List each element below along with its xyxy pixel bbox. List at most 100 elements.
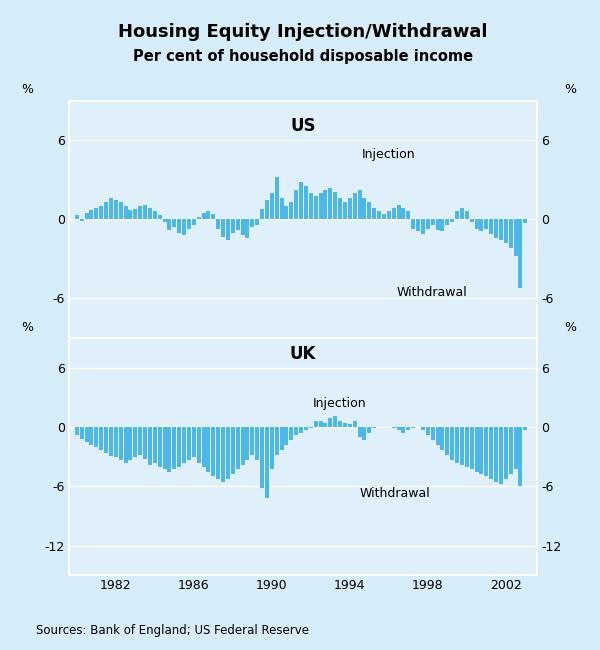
Bar [192,427,196,456]
Text: %: % [564,322,576,335]
Bar [216,220,220,229]
Bar [314,421,318,427]
Text: Injection: Injection [361,148,415,161]
Bar [411,427,415,428]
Bar [270,193,274,220]
Bar [138,206,142,220]
Bar [353,421,357,427]
Bar [255,220,259,225]
Bar [226,220,230,240]
Text: %: % [564,83,576,96]
Bar [431,427,435,440]
Bar [460,427,464,465]
Bar [85,213,89,220]
Bar [206,427,211,473]
Bar [294,427,298,435]
Bar [221,427,225,482]
Bar [187,220,191,229]
Bar [109,198,113,220]
Text: %: % [21,322,33,335]
Bar [323,190,328,220]
Bar [241,220,245,235]
Bar [299,183,303,220]
Bar [348,424,352,427]
Bar [177,427,181,467]
Bar [124,427,128,463]
Bar [148,207,152,220]
Bar [343,423,347,427]
Bar [153,211,157,220]
Bar [163,220,167,222]
Bar [367,202,371,220]
Bar [362,198,367,220]
Text: US: US [290,118,316,135]
Bar [128,210,133,220]
Bar [484,427,488,476]
Bar [94,207,98,220]
Bar [284,427,289,445]
Bar [158,427,162,467]
Bar [475,427,479,473]
Bar [119,202,123,220]
Bar [250,427,254,454]
Bar [265,200,269,220]
Bar [475,220,479,229]
Bar [455,211,459,220]
Bar [236,427,240,469]
Bar [270,427,274,469]
Bar [114,200,118,220]
Bar [426,427,430,435]
Bar [489,220,493,234]
Bar [494,427,498,482]
Bar [80,427,84,439]
Bar [94,427,98,447]
Bar [377,211,381,220]
Bar [416,220,420,231]
Bar [489,427,493,479]
Bar [187,427,191,460]
Bar [450,220,454,222]
Bar [304,427,308,430]
Bar [182,427,186,463]
Text: %: % [21,83,33,96]
Bar [80,220,84,221]
Bar [284,206,289,220]
Bar [289,427,293,440]
Bar [328,418,332,427]
Bar [289,202,293,220]
Bar [518,220,523,288]
Bar [167,427,172,473]
Text: Withdrawal: Withdrawal [359,488,430,500]
Bar [397,205,401,220]
Bar [406,211,410,220]
Bar [304,187,308,220]
Bar [358,190,362,220]
Bar [255,427,259,460]
Bar [236,220,240,230]
Bar [250,220,254,228]
Bar [245,427,250,460]
Text: Housing Equity Injection/Withdrawal: Housing Equity Injection/Withdrawal [118,23,488,41]
Bar [372,207,376,220]
Bar [309,427,313,428]
Bar [499,427,503,484]
Bar [211,214,215,220]
Bar [153,427,157,463]
Bar [124,206,128,220]
Bar [75,427,79,435]
Bar [358,427,362,437]
Bar [167,220,172,230]
Bar [523,427,527,430]
Bar [455,427,459,463]
Bar [504,427,508,479]
Bar [163,427,167,469]
Bar [445,220,449,225]
Bar [275,177,279,220]
Bar [401,427,406,433]
Bar [514,427,518,469]
Bar [99,206,103,220]
Bar [333,192,337,220]
Bar [494,220,498,238]
Bar [479,427,484,474]
Bar [514,220,518,256]
